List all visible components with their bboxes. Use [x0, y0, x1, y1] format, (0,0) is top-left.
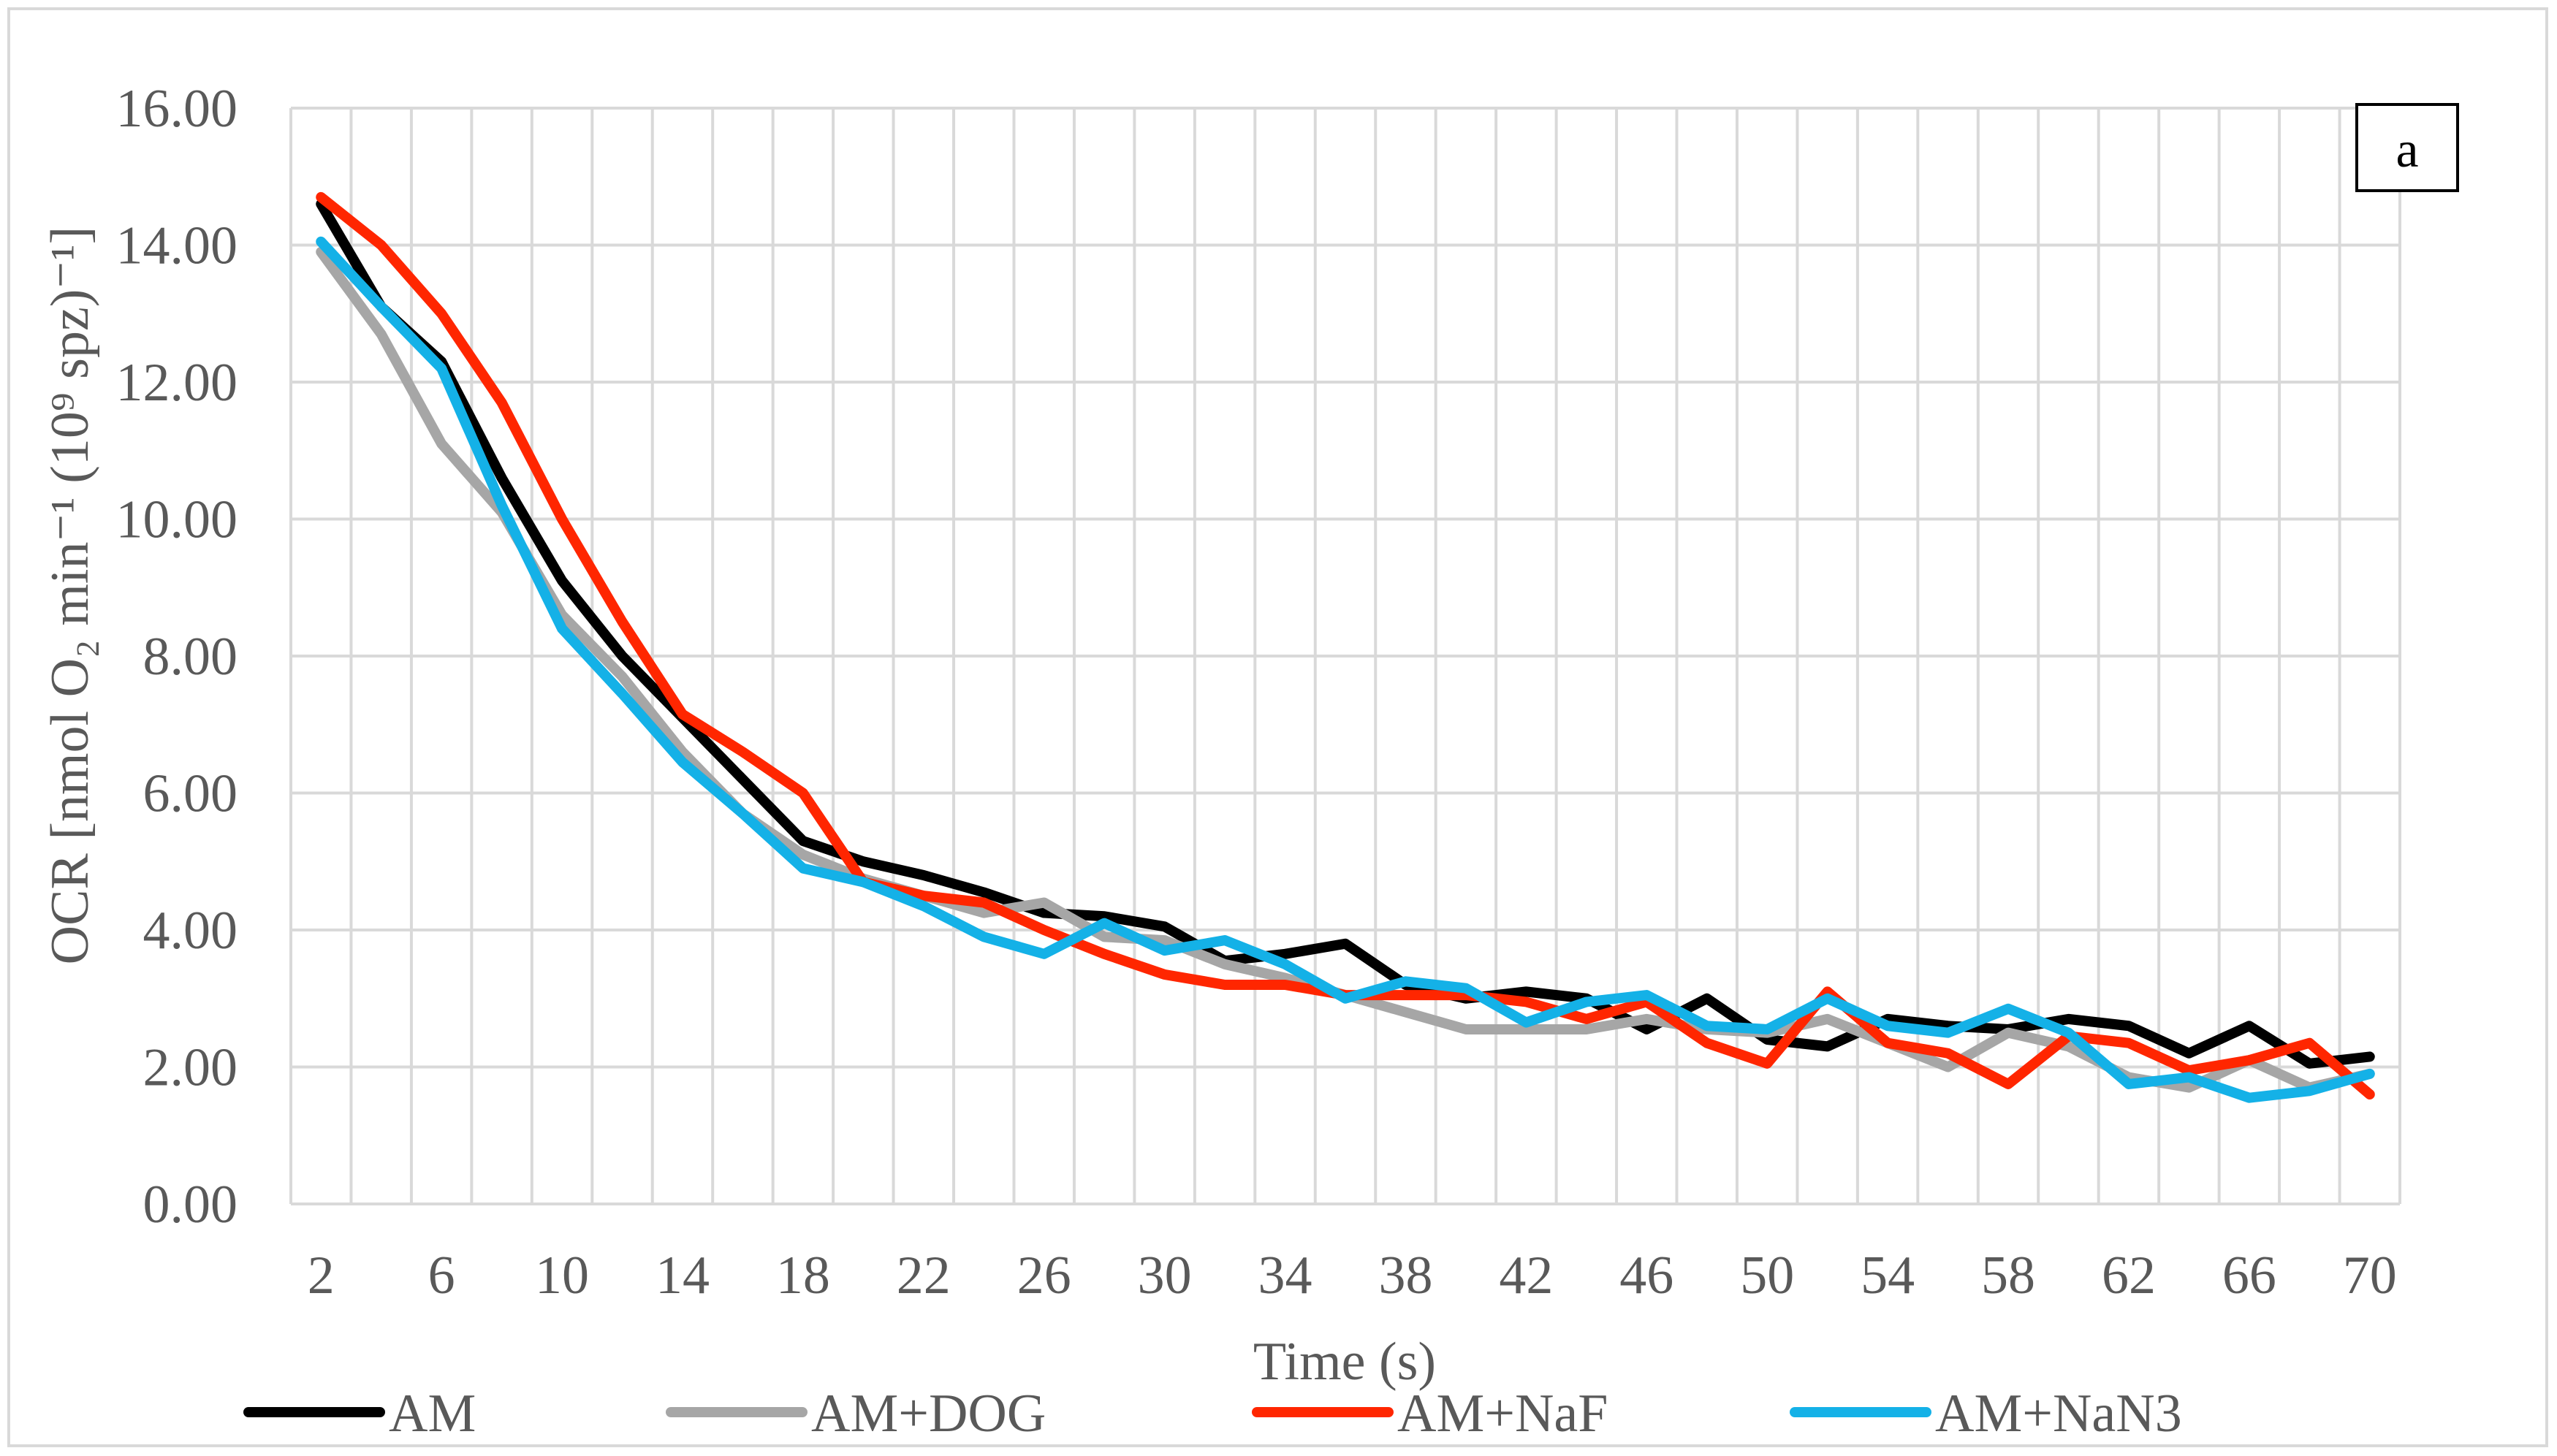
y-tick-label: 10.00 — [116, 490, 238, 550]
series-line-am — [316, 199, 2375, 1069]
series-line-am-dog — [316, 246, 2375, 1093]
x-tick-label: 70 — [2343, 1246, 2397, 1306]
y-tick-label: 4.00 — [143, 901, 238, 961]
x-tick-label: 30 — [1138, 1246, 1192, 1306]
x-tick-label: 6 — [428, 1246, 455, 1306]
legend-label: AM+NaF — [1397, 1384, 1608, 1444]
legend-label: AM+DOG — [811, 1384, 1046, 1444]
x-tick-label: 2 — [308, 1246, 335, 1306]
x-tick-label: 10 — [535, 1246, 589, 1306]
y-axis-ticks: 0.00 2.00 4.00 6.00 8.00 10.00 12.00 14.00 16.00 — [116, 79, 238, 1235]
x-tick-label: 22 — [897, 1246, 951, 1306]
y-axis-title: OCR [nmol O₂ min⁻¹ (10⁹ spz)⁻¹] — [40, 226, 100, 965]
legend-label: AM+NaN3 — [1935, 1384, 2182, 1444]
annotation-box: a — [2355, 103, 2459, 192]
legend-label: AM — [389, 1384, 476, 1444]
x-tick-label: 62 — [2102, 1246, 2156, 1306]
y-tick-label: 14.00 — [116, 216, 238, 276]
x-tick-label: 66 — [2222, 1246, 2276, 1306]
chart-frame — [7, 7, 2548, 1447]
y-tick-label: 8.00 — [143, 627, 238, 687]
y-tick-label: 0.00 — [143, 1175, 238, 1235]
x-axis-title: Time (s) — [1253, 1332, 1436, 1392]
x-tick-label: 26 — [1017, 1246, 1071, 1306]
y-tick-label: 12.00 — [116, 353, 238, 413]
x-tick-label: 42 — [1499, 1246, 1553, 1306]
x-tick-label: 14 — [656, 1246, 710, 1306]
legend: AM AM+DOG AM+NaF AM+NaN3 — [243, 1384, 2182, 1444]
series-line-am-naf — [316, 191, 2375, 1099]
series-line-am-nan3 — [316, 236, 2375, 1103]
x-tick-label: 54 — [1861, 1246, 1915, 1306]
x-tick-label: 34 — [1258, 1246, 1312, 1306]
series-lines — [316, 191, 2375, 1103]
x-tick-label: 18 — [776, 1246, 830, 1306]
y-tick-label: 2.00 — [143, 1038, 238, 1098]
gridlines — [289, 107, 2401, 1205]
x-tick-label: 46 — [1619, 1246, 1673, 1306]
x-tick-label: 38 — [1378, 1246, 1432, 1306]
x-tick-label: 58 — [1981, 1246, 2035, 1306]
y-tick-label: 6.00 — [143, 764, 238, 824]
x-axis-ticks: 2 6 10 14 18 22 26 30 34 38 42 46 50 54 58 62 66 70 — [308, 1246, 2397, 1306]
annotation-label: a — [2395, 122, 2418, 178]
x-tick-label: 50 — [1740, 1246, 1794, 1306]
y-tick-label: 16.00 — [116, 79, 238, 139]
